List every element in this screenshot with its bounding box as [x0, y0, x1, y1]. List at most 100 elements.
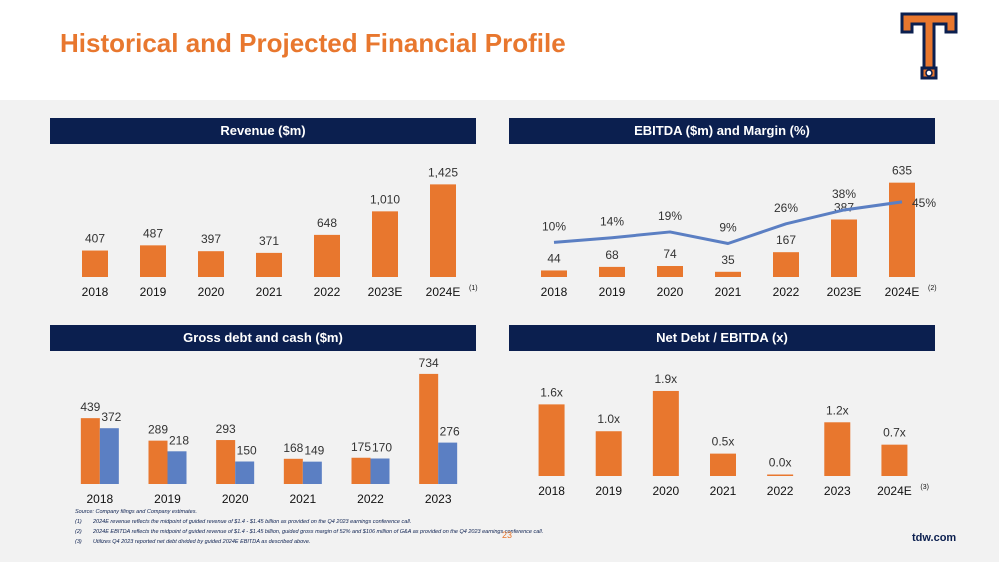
footnote-marker: (1) [469, 285, 478, 292]
bar [314, 234, 340, 277]
margin-label: 9% [719, 220, 737, 234]
website-link[interactable]: tdw.com [912, 532, 957, 544]
data-label: 372 [101, 410, 121, 424]
bar [541, 270, 567, 277]
x-tick-label: 2019 [599, 285, 626, 299]
page-number: 23 [502, 530, 513, 540]
bar [256, 252, 282, 277]
page-title: Historical and Projected Financial Profi… [60, 28, 566, 58]
revenue-panel-header: Revenue ($m) [50, 118, 476, 144]
bar [80, 418, 100, 484]
x-tick-label: 2023E [827, 285, 862, 299]
data-label: 149 [304, 444, 324, 458]
data-label: 1,010 [370, 192, 400, 206]
data-label: 167 [776, 233, 796, 247]
data-label: 44 [547, 251, 561, 265]
bar [140, 245, 166, 277]
data-label: 150 [237, 444, 257, 458]
bar [198, 251, 224, 277]
bar [419, 373, 439, 484]
data-label: 439 [80, 400, 100, 414]
data-label: 1.0x [597, 412, 620, 426]
data-label: 276 [440, 425, 460, 439]
x-tick-label: 2024E [885, 285, 920, 299]
data-label: 1,425 [428, 165, 458, 179]
bar [824, 422, 851, 476]
bar [216, 440, 236, 484]
margin-label: 19% [658, 209, 682, 223]
footnote-marker: (3) [920, 484, 929, 491]
ebitda-panel-header: EBITDA ($m) and Margin (%) [509, 118, 935, 144]
x-tick-label: 2021 [289, 492, 316, 506]
data-label: 734 [419, 356, 439, 370]
footnote-text: 2024E EBITDA reflects the midpoint of gu… [93, 529, 544, 535]
x-tick-label: 2024E [877, 484, 912, 498]
data-label: 35 [721, 253, 735, 267]
bar [438, 442, 458, 484]
margin-label: 10% [542, 219, 566, 233]
bar [538, 404, 565, 476]
x-tick-label: 2021 [256, 285, 283, 299]
footnote-marker: (2) [928, 285, 937, 292]
footnotes: Source: Company filings and Company esti… [75, 509, 595, 549]
bar [82, 250, 108, 277]
bar [881, 444, 908, 476]
data-label: 168 [283, 441, 303, 455]
bar [599, 266, 625, 277]
x-tick-label: 2020 [198, 285, 225, 299]
x-tick-label: 2018 [86, 492, 113, 506]
bar [657, 266, 683, 277]
data-label: 170 [372, 441, 392, 455]
footnote-3: (3) Utilizes Q4 2023 reported net debt d… [75, 539, 595, 546]
x-tick-label: 2024E [426, 285, 461, 299]
data-label: 407 [85, 232, 105, 246]
bar [831, 219, 857, 277]
x-tick-label: 2020 [222, 492, 249, 506]
header: Historical and Projected Financial Profi… [0, 0, 999, 100]
footnote-number: (2) [75, 529, 82, 535]
x-tick-label: 2021 [710, 484, 737, 498]
bar [99, 428, 119, 484]
bar [889, 182, 915, 277]
bar [148, 440, 168, 484]
bar [167, 451, 187, 484]
bar [767, 474, 794, 476]
ebitda-chart: 44201868201974202035202116720223872023E6… [541, 164, 937, 299]
bar [302, 461, 322, 484]
footnote-2: (2) 2024E EBITDA reflects the midpoint o… [75, 529, 595, 536]
net-debt-panel-header: Net Debt / EBITDA (x) [509, 325, 935, 351]
bar [715, 271, 741, 277]
x-tick-label: 2023E [368, 285, 403, 299]
x-tick-label: 2023 [824, 484, 851, 498]
data-label: 487 [143, 226, 163, 240]
x-tick-label: 2018 [538, 484, 565, 498]
bar [235, 461, 255, 484]
x-tick-label: 2019 [140, 285, 167, 299]
x-tick-label: 2022 [767, 484, 794, 498]
source-note: Source: Company filings and Company esti… [75, 509, 197, 515]
x-tick-label: 2019 [154, 492, 181, 506]
x-tick-label: 2021 [715, 285, 742, 299]
x-tick-label: 2020 [657, 285, 684, 299]
x-tick-label: 2020 [653, 484, 680, 498]
margin-label: 38% [832, 187, 856, 201]
bar [283, 458, 303, 484]
data-label: 0.0x [769, 456, 792, 470]
x-tick-label: 2022 [357, 492, 384, 506]
footnote-text: Utilizes Q4 2023 reported net debt divid… [93, 539, 311, 545]
bar [595, 431, 622, 476]
data-label: 218 [169, 433, 189, 447]
margin-label: 14% [600, 215, 624, 229]
bar [372, 211, 398, 277]
margin-label: 26% [774, 201, 798, 215]
data-label: 289 [148, 423, 168, 437]
data-label: 0.7x [883, 426, 906, 440]
x-tick-label: 2018 [541, 285, 568, 299]
data-label: 397 [201, 232, 221, 246]
x-tick-label: 2018 [82, 285, 109, 299]
data-label: 1.9x [655, 372, 678, 386]
x-tick-label: 2023 [425, 492, 452, 506]
bar [652, 390, 679, 476]
data-label: 371 [259, 234, 279, 248]
tidewater-logo [900, 12, 958, 80]
